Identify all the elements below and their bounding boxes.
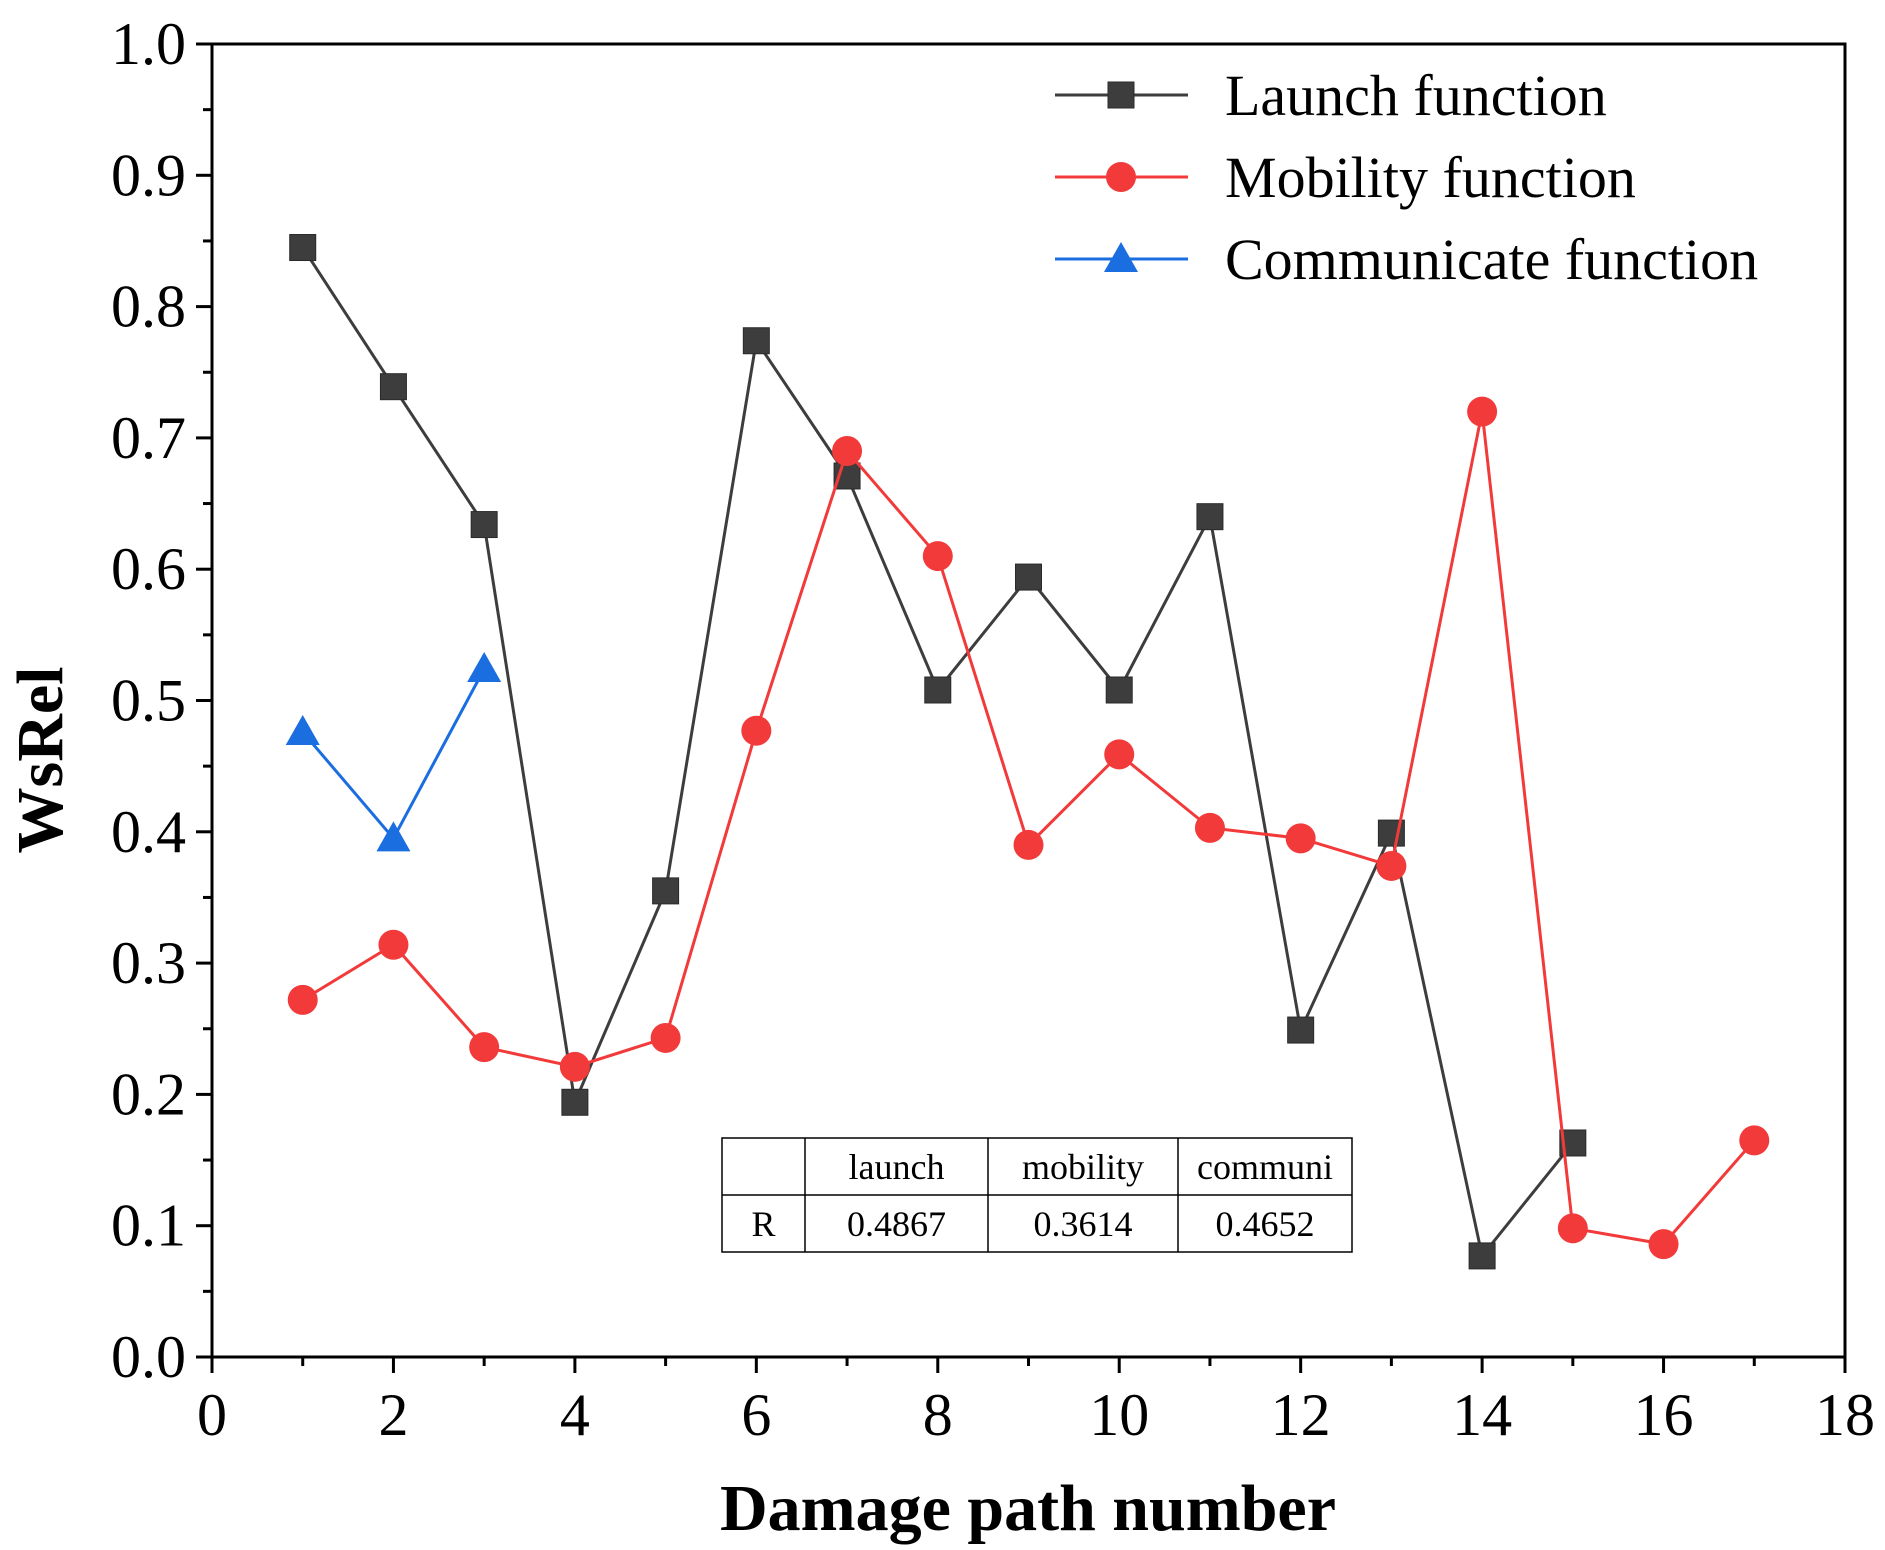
table-cell: 0.4652: [1216, 1204, 1315, 1244]
table-cell: R: [751, 1204, 775, 1244]
legend-marker: [1104, 242, 1138, 272]
data-point: [378, 929, 409, 960]
series-line: [301, 411, 1756, 1246]
data-point: [1557, 1213, 1588, 1244]
x-tick-label: 12: [1271, 1382, 1331, 1448]
table-header-cell: mobility: [1022, 1147, 1144, 1187]
data-point: [1015, 563, 1042, 591]
x-tick-label: 6: [741, 1382, 771, 1448]
data-point: [1287, 1016, 1315, 1044]
table-cell: 0.3614: [1034, 1204, 1133, 1244]
y-tick-label: 0.4: [111, 799, 186, 865]
legend-label: Mobility function: [1225, 145, 1636, 210]
legend-item: Launch function: [1055, 63, 1607, 128]
legend: Launch function Mobility function Communic…: [1055, 63, 1758, 292]
data-point: [924, 676, 952, 704]
annotation-table: launch mobility communi R 0.4867 0.3614 0.4652: [721, 1137, 1353, 1253]
data-point: [1468, 1242, 1496, 1270]
data-point: [1105, 676, 1133, 704]
data-point: [1196, 503, 1224, 531]
data-point: [467, 651, 502, 682]
data-point: [285, 715, 320, 746]
data-point: [469, 1032, 500, 1063]
legend-item: Communicate function: [1055, 227, 1758, 292]
table-header-cell: launch: [849, 1147, 945, 1187]
data-point: [741, 715, 772, 746]
data-point: [1467, 396, 1498, 427]
series-mobility-function: [287, 396, 1770, 1260]
y-tick-label: 1.0: [111, 11, 186, 77]
data-point: [1285, 823, 1316, 854]
data-point: [376, 821, 411, 852]
table-cell: 0.4867: [847, 1204, 946, 1244]
data-point: [1194, 812, 1225, 843]
data-point: [379, 373, 407, 401]
data-point: [1104, 739, 1135, 770]
data-point: [1739, 1125, 1770, 1156]
legend-item: Mobility function: [1055, 145, 1636, 210]
data-point: [1376, 850, 1407, 881]
y-tick-label: 0.6: [111, 536, 186, 602]
legend-marker: [1107, 81, 1135, 109]
axes: 0 2 4 6 8 10 12 14 16 18 0.0 0.1 0.2 0.3 0.4 0.5 0.6 0.7 0…: [111, 11, 1875, 1448]
data-point: [832, 436, 863, 467]
x-tick-label: 18: [1815, 1382, 1875, 1448]
x-tick-label: 4: [560, 1382, 590, 1448]
x-tick-label: 2: [378, 1382, 408, 1448]
x-tick-label: 8: [923, 1382, 953, 1448]
data-point: [1648, 1229, 1679, 1260]
y-tick-label: 0.0: [111, 1324, 186, 1390]
x-tick-label: 0: [197, 1382, 227, 1448]
legend-marker: [1106, 162, 1136, 192]
series-communicate-function: [285, 651, 502, 852]
x-axis-title: Damage path number: [720, 1472, 1336, 1545]
y-tick-label: 0.9: [111, 142, 186, 208]
data-point: [287, 984, 318, 1015]
x-tick-label: 10: [1089, 1382, 1149, 1448]
data-point: [922, 541, 953, 572]
y-tick-label: 0.1: [111, 1193, 186, 1259]
data-point: [289, 234, 317, 262]
y-tick-label: 0.2: [111, 1061, 186, 1127]
series-line: [301, 668, 486, 842]
data-point: [1013, 829, 1044, 860]
y-tick-label: 0.5: [111, 668, 186, 734]
data-point: [561, 1088, 589, 1116]
legend-label: Communicate function: [1225, 227, 1758, 292]
data-point: [652, 877, 680, 905]
legend-label: Launch function: [1225, 63, 1607, 128]
x-tick-label: 16: [1634, 1382, 1694, 1448]
series-group: [285, 234, 1770, 1270]
y-tick-label: 0.8: [111, 274, 186, 340]
data-point: [470, 511, 498, 539]
data-point: [650, 1022, 681, 1053]
y-tick-label: 0.3: [111, 930, 186, 996]
data-point: [742, 327, 770, 355]
series-launch-function: [289, 234, 1587, 1270]
series-line: [301, 246, 1575, 1260]
data-point: [559, 1051, 590, 1082]
x-tick-label: 14: [1452, 1382, 1512, 1448]
y-tick-label: 0.7: [111, 405, 186, 471]
table-header-cell: communi: [1197, 1147, 1333, 1187]
y-axis-title: WsRel: [4, 667, 77, 854]
